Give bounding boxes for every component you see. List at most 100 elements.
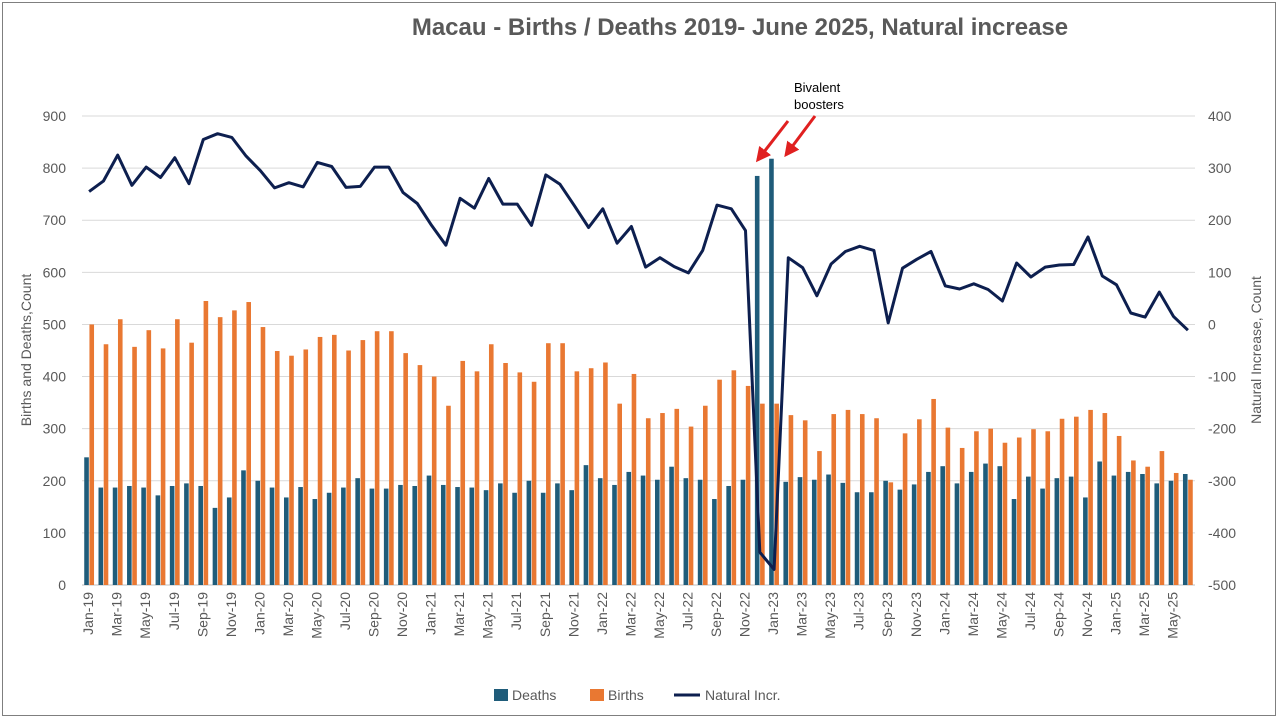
bar-deaths-jun-21 [498, 483, 503, 585]
bar-deaths-jan-21 [426, 475, 432, 585]
x-tick-label-jan-22: Jan-22 [594, 592, 610, 635]
left-tick-label: 300 [43, 421, 67, 437]
bar-deaths-feb-22 [612, 484, 617, 585]
bar-births-oct-23 [902, 433, 908, 585]
x-tick-label-nov-22: Nov-22 [737, 592, 753, 637]
legend: Deaths Births Natural Incr. [494, 687, 780, 703]
bar-deaths-apr-25 [1154, 483, 1160, 585]
bar-births-aug-22 [703, 405, 708, 585]
bar-births-jun-19 [160, 348, 166, 585]
x-tick-label-mar-22: Mar-22 [622, 592, 638, 637]
bar-births-may-21 [488, 344, 494, 585]
bar-deaths-may-20 [312, 499, 318, 585]
bar-births-apr-21 [474, 371, 480, 585]
bar-deaths-may-22 [655, 479, 660, 585]
bar-deaths-sep-23 [883, 480, 888, 585]
x-tick-label-mar-20: Mar-20 [280, 592, 296, 637]
bar-births-may-23 [831, 414, 837, 585]
left-tick-label: 800 [43, 160, 67, 176]
bar-births-oct-21 [560, 343, 565, 585]
x-tick-label-jul-24: Jul-24 [1022, 592, 1038, 630]
bar-births-mar-22 [631, 373, 637, 585]
bar-births-jul-23 [859, 414, 865, 585]
x-tick-label-nov-19: Nov-19 [223, 592, 239, 637]
bar-births-sep-23 [888, 482, 894, 585]
bar-deaths-jan-19 [84, 457, 89, 585]
x-tick-label-may-22: May-22 [651, 592, 667, 639]
bar-deaths-sep-24 [1054, 478, 1060, 585]
bar-deaths-may-19 [141, 487, 146, 585]
bar-births-mar-21 [460, 360, 466, 585]
bar-births-nov-19 [232, 310, 237, 585]
bar-births-oct-19 [217, 317, 223, 585]
bar-deaths-mar-25 [1140, 474, 1145, 585]
bar-deaths-aug-19 [184, 483, 189, 585]
bar-deaths-apr-20 [298, 487, 303, 585]
bar-deaths-oct-24 [1068, 476, 1074, 585]
bar-deaths-nov-24 [1083, 497, 1088, 585]
bar-deaths-feb-25 [1125, 471, 1131, 585]
x-tick-label-may-23: May-23 [822, 592, 838, 639]
x-tick-label-sep-23: Sep-23 [879, 592, 895, 637]
bar-births-jul-21 [517, 372, 523, 585]
bar-deaths-nov-19 [226, 497, 232, 585]
bar-deaths-may-21 [483, 490, 489, 585]
bar-deaths-aug-20 [355, 478, 360, 585]
chart-title: Macau - Births / Deaths 2019- June 2025,… [412, 14, 1068, 41]
bar-births-may-19 [146, 330, 152, 585]
bar-births-feb-21 [446, 405, 451, 585]
bar-births-feb-20 [274, 351, 280, 585]
bar-births-jan-21 [431, 376, 437, 585]
right-tick-label: -400 [1208, 525, 1236, 541]
bar-births-dec-24 [1102, 413, 1108, 585]
annotation-text-line-1: Bivalent [794, 80, 841, 95]
bar-deaths-sep-22 [712, 499, 717, 585]
bar-deaths-mar-22 [626, 471, 632, 585]
bar-deaths-jun-24 [1011, 499, 1017, 585]
bar-births-nov-20 [403, 353, 408, 585]
legend-label-births: Births [608, 687, 644, 703]
x-tick-label-jan-19: Jan-19 [80, 592, 96, 635]
bar-deaths-jul-20 [341, 487, 346, 585]
x-tick-label-jan-20: Jan-20 [251, 592, 267, 635]
bar-births-jun-25 [1188, 479, 1193, 585]
bar-deaths-jan-22 [597, 478, 603, 585]
bar-deaths-oct-19 [212, 507, 218, 585]
bar-deaths-aug-24 [1040, 488, 1045, 585]
bar-deaths-mar-23 [797, 477, 803, 585]
right-tick-label: 300 [1208, 160, 1232, 176]
bar-deaths-apr-21 [469, 487, 475, 585]
bar-births-aug-19 [189, 342, 194, 585]
bar-births-jun-21 [503, 363, 508, 585]
bar-deaths-jul-23 [854, 492, 860, 585]
bar-deaths-may-25 [1168, 480, 1174, 585]
bar-births-mar-23 [802, 420, 808, 585]
bar-births-feb-25 [1131, 460, 1136, 585]
bar-deaths-dec-19 [241, 470, 246, 585]
bar-deaths-oct-20 [383, 488, 389, 585]
bar-births-nov-22 [745, 385, 751, 585]
bar-deaths-mar-20 [284, 497, 289, 585]
right-tick-label: 200 [1208, 212, 1232, 228]
bar-births-may-20 [317, 336, 323, 585]
bar-births-apr-23 [817, 451, 822, 585]
x-tick-label-sep-22: Sep-22 [708, 592, 724, 637]
right-tick-label: -200 [1208, 421, 1236, 437]
bar-births-may-25 [1173, 472, 1179, 585]
bar-deaths-dec-22 [754, 175, 760, 585]
x-tick-label-nov-20: Nov-20 [394, 592, 410, 637]
x-tick-label-sep-21: Sep-21 [537, 592, 553, 637]
bar-births-oct-24 [1074, 416, 1079, 585]
bar-births-aug-24 [1045, 431, 1051, 585]
left-axis-ticks: 0 100 200 300 400 500 600 700 800 900 [43, 108, 67, 593]
x-tick-label-jan-21: Jan-21 [423, 592, 439, 635]
bar-births-apr-20 [303, 349, 309, 585]
bar-births-apr-19 [132, 346, 137, 585]
bar-births-sep-19 [203, 300, 209, 585]
bar-deaths-nov-23 [911, 484, 917, 585]
x-tick-label-jul-20: Jul-20 [337, 592, 353, 630]
bar-births-aug-21 [531, 381, 537, 585]
bar-deaths-jun-23 [840, 482, 846, 585]
right-axis-ticks: -500 -400 -300 -200 -100 0 100 200 300 400 [1208, 108, 1236, 593]
